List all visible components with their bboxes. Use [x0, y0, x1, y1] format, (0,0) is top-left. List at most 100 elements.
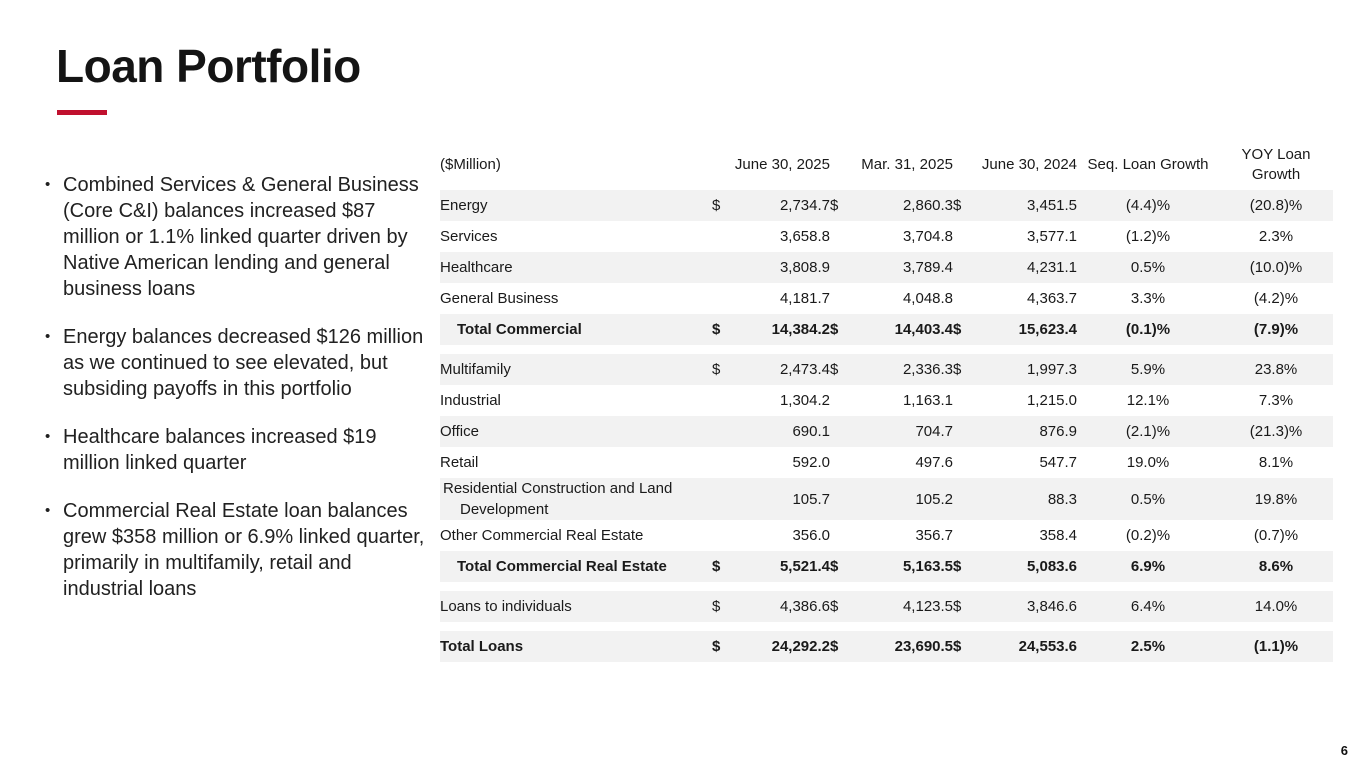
page-number: 6 — [1340, 743, 1348, 758]
row-label: General Business — [440, 289, 559, 307]
row-label: Total Loans — [440, 637, 524, 655]
value-seq-growth: 6.4% — [1130, 597, 1166, 615]
table-row: Other Commercial Real Estate 356.0 356.7 35… — [440, 520, 1333, 551]
value-jun-2025: 592.0 — [792, 453, 830, 471]
dollar-sign: $ — [830, 557, 839, 575]
value-jun-2025: 1,304.2 — [779, 391, 830, 409]
bullet-icon: • — [45, 502, 51, 519]
dollar-sign — [712, 447, 736, 478]
dollar-sign: $ — [712, 557, 721, 575]
dollar-sign — [830, 520, 860, 551]
dollar-sign: $ — [712, 196, 721, 214]
dollar-sign: $ — [712, 597, 721, 615]
dollar-sign — [953, 283, 983, 314]
row-label: Residential Construction and Land Develo… — [443, 480, 673, 518]
dollar-sign — [712, 283, 736, 314]
value-yoy-growth: 8.6% — [1258, 557, 1294, 575]
value-mar-2025: 2,860.3 — [902, 196, 954, 214]
value-yoy-growth: (20.8)% — [1249, 196, 1303, 214]
value-mar-2025: 2,336.3 — [902, 360, 954, 378]
title-accent-rule — [57, 110, 107, 115]
value-jun-2024: 4,231.1 — [1026, 258, 1078, 276]
value-jun-2025: 105.7 — [792, 490, 830, 508]
dollar-sign — [830, 385, 860, 416]
value-jun-2025: 14,384.2 — [771, 320, 830, 338]
dollar-sign — [712, 252, 736, 283]
value-yoy-growth: 19.8% — [1254, 490, 1298, 508]
row-label: Other Commercial Real Estate — [440, 526, 644, 544]
row-label: Office — [440, 422, 479, 440]
value-jun-2025: 3,808.9 — [779, 258, 830, 276]
value-seq-growth: 0.5% — [1130, 258, 1166, 276]
dollar-sign — [830, 447, 860, 478]
dollar-sign — [712, 416, 736, 447]
bullet-text: Combined Services & General Business (Co… — [63, 174, 419, 300]
value-seq-growth: 6.9% — [1130, 557, 1166, 575]
list-item: • Combined Services & General Business (… — [43, 172, 435, 302]
dollar-sign: $ — [830, 196, 839, 214]
section-gap — [440, 582, 1334, 591]
dollar-sign: $ — [712, 637, 721, 655]
value-mar-2025: 704.7 — [915, 422, 954, 440]
list-item: • Commercial Real Estate loan balances g… — [43, 498, 435, 602]
table-row: Total Commercial Real Estate $5,521.4 $5,1… — [440, 551, 1334, 582]
table-row: Office 690.1 704.7 876.9 (2.1)% (21.3)% — [440, 416, 1334, 447]
table-row: Total Loans $24,292.2 $23,690.5 $24,553.6 2.… — [440, 631, 1334, 662]
dollar-sign: $ — [830, 320, 839, 338]
value-jun-2024: 3,577.1 — [1026, 227, 1078, 245]
bullet-text: Healthcare balances increased $19 millio… — [63, 426, 377, 474]
value-seq-growth: 2.5% — [1130, 637, 1166, 655]
dollar-sign — [953, 447, 983, 478]
value-yoy-growth: (7.9)% — [1253, 320, 1299, 338]
value-mar-2025: 356.7 — [915, 526, 954, 544]
value-jun-2025: 4,386.6 — [779, 597, 830, 615]
value-mar-2025: 3,789.4 — [902, 258, 954, 276]
value-mar-2025: 1,163.1 — [902, 391, 954, 409]
table-row: Multifamily $2,473.4 $2,336.3 $1,997.3 5.9% 2… — [440, 354, 1334, 385]
value-mar-2025: 5,163.5 — [902, 557, 954, 575]
value-mar-2025: 4,048.8 — [902, 289, 954, 307]
value-jun-2025: 4,181.7 — [779, 289, 830, 307]
dollar-sign — [712, 385, 736, 416]
dollar-sign — [953, 416, 983, 447]
column-header-seq-growth: Seq. Loan Growth — [1087, 156, 1209, 173]
highlights-list: • Combined Services & General Business (… — [43, 172, 435, 624]
value-jun-2024: 5,083.6 — [1026, 557, 1078, 575]
column-header-unit: ($Million) — [440, 156, 501, 173]
dollar-sign — [712, 520, 736, 551]
value-jun-2024: 1,997.3 — [1026, 360, 1078, 378]
dollar-sign — [830, 221, 860, 252]
value-jun-2025: 2,473.4 — [779, 360, 830, 378]
bullet-text: Energy balances decreased $126 million a… — [63, 326, 424, 400]
value-jun-2025: 3,658.8 — [779, 227, 830, 245]
table-row: Residential Construction and Land Develo… — [440, 478, 1334, 520]
dollar-sign: $ — [712, 360, 721, 378]
value-jun-2024: 3,451.5 — [1026, 196, 1078, 214]
value-jun-2025: 5,521.4 — [779, 557, 830, 575]
value-jun-2024: 3,846.6 — [1026, 597, 1078, 615]
value-yoy-growth: (0.7)% — [1253, 526, 1299, 544]
row-label: Multifamily — [440, 360, 511, 378]
dollar-sign: $ — [830, 637, 839, 655]
loan-table-container: ($Million) June 30, 2025 Mar. 31, 2025 J… — [440, 140, 1334, 662]
table-row: General Business 4,181.7 4,048.8 4,363.7 3.3… — [440, 283, 1333, 314]
value-seq-growth: (4.4)% — [1125, 196, 1171, 214]
column-header-yoy-growth: YOY Loan Growth — [1241, 146, 1311, 183]
value-yoy-growth: 2.3% — [1258, 227, 1294, 245]
table-row: Industrial 1,304.2 1,163.1 1,215.0 12.1% 7.3% — [440, 385, 1333, 416]
row-label: Retail — [440, 453, 479, 471]
section-gap — [440, 622, 1334, 631]
list-item: • Healthcare balances increased $19 mill… — [43, 424, 435, 476]
value-yoy-growth: (1.1)% — [1253, 637, 1299, 655]
dollar-sign: $ — [953, 320, 962, 338]
loan-table: ($Million) June 30, 2025 Mar. 31, 2025 J… — [440, 140, 1334, 662]
value-jun-2025: 356.0 — [792, 526, 830, 544]
value-jun-2025: 24,292.2 — [771, 637, 830, 655]
value-seq-growth: 3.3% — [1130, 289, 1166, 307]
dollar-sign — [953, 252, 983, 283]
value-seq-growth: (0.2)% — [1125, 526, 1171, 544]
dollar-sign: $ — [830, 360, 839, 378]
dollar-sign — [830, 283, 860, 314]
dollar-sign: $ — [953, 597, 962, 615]
value-yoy-growth: (21.3)% — [1249, 422, 1303, 440]
